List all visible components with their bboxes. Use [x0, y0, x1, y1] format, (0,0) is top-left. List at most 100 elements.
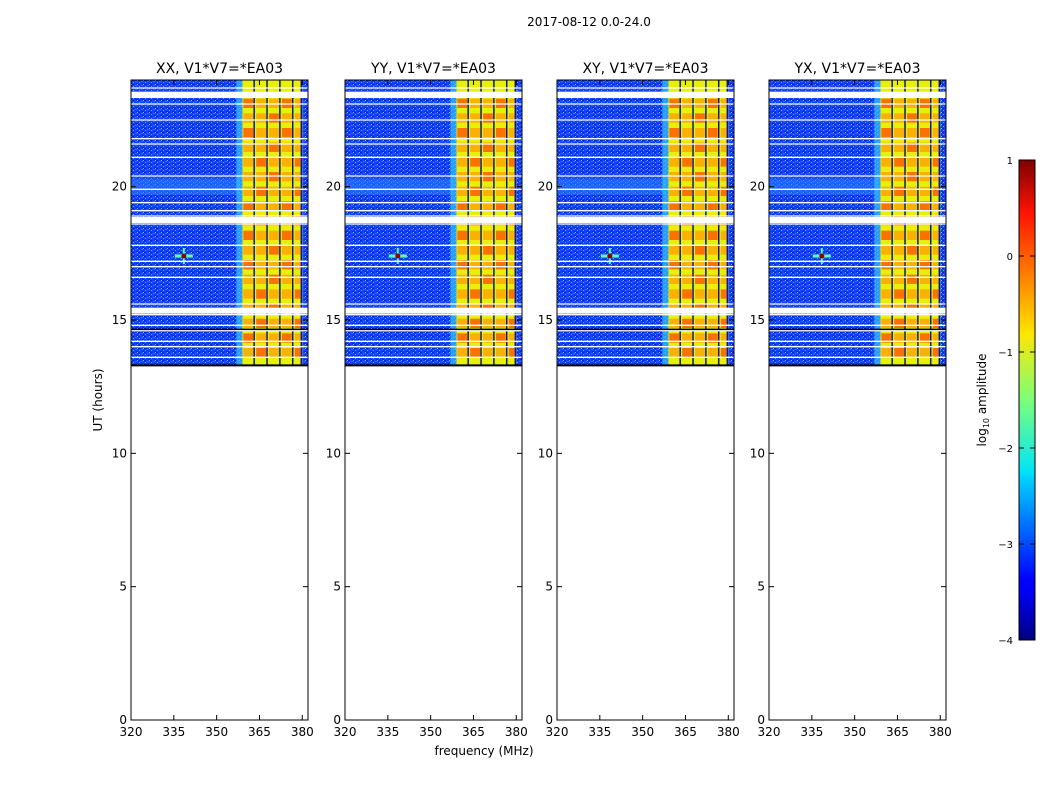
flag-row-thick	[131, 217, 308, 223]
rfi-cell	[281, 98, 292, 108]
rfi-cell	[281, 318, 292, 328]
rfi-cell	[483, 230, 493, 240]
rfi-cell	[495, 172, 506, 182]
rfi-cell	[243, 201, 254, 211]
rfi-spike-core	[607, 253, 613, 259]
rfi-cell	[894, 318, 905, 328]
rfi-cell	[256, 142, 267, 152]
panel-title: YX, V1*V7=*EA03	[794, 61, 921, 77]
rfi-cell	[269, 245, 279, 255]
rfi-cell	[281, 142, 292, 152]
rfi-cell	[269, 113, 279, 123]
rfi-spike-core	[819, 253, 825, 259]
rfi-spike-core	[395, 253, 401, 259]
y-tick-label: 20	[112, 180, 127, 194]
rfi-cell	[707, 289, 718, 299]
rfi-cell	[269, 333, 279, 343]
rfi-cell	[695, 348, 705, 358]
rfi-cell	[495, 113, 506, 123]
rfi-cell	[881, 157, 892, 167]
rfi-cell	[457, 142, 468, 152]
flag-row-thick	[557, 91, 734, 98]
rfi-cell	[669, 98, 680, 108]
rfi-cell	[281, 113, 292, 123]
rfi-cell	[457, 260, 468, 270]
x-tick-label: 320	[334, 725, 357, 739]
rfi-cell	[256, 201, 267, 211]
y-tick-label: 5	[119, 580, 127, 594]
flag-row-thick	[769, 307, 946, 314]
rfi-cell	[281, 274, 292, 284]
rfi-cell	[269, 157, 279, 167]
rfi-cell	[707, 318, 718, 328]
y-tick-label: 0	[119, 713, 127, 727]
x-tick-label: 320	[120, 725, 143, 739]
rfi-cell	[932, 128, 939, 138]
rfi-cell	[695, 274, 705, 284]
rfi-cell	[707, 333, 718, 343]
rfi-cell	[682, 186, 693, 196]
y-tick-label: 10	[538, 446, 553, 460]
rfi-cell	[269, 201, 279, 211]
flag-row-thick	[131, 91, 308, 98]
rfi-cell	[457, 274, 468, 284]
rfi-cell	[720, 186, 727, 196]
x-tick-label: 365	[462, 725, 485, 739]
rfi-cell	[894, 157, 905, 167]
y-tick-label: 10	[326, 446, 341, 460]
rfi-cell	[919, 172, 930, 182]
rfi-cell	[483, 333, 493, 343]
rfi-cell	[470, 245, 481, 255]
rfi-cell	[470, 289, 481, 299]
rfi-cell	[894, 142, 905, 152]
rfi-cell	[256, 245, 267, 255]
x-tick-label: 320	[758, 725, 781, 739]
rfi-cell	[508, 98, 515, 108]
y-tick-label: 0	[545, 713, 553, 727]
rfi-cell	[457, 230, 468, 240]
colorbar-tick-label: −1	[998, 348, 1013, 359]
rfi-cell	[919, 142, 930, 152]
rfi-cell	[695, 230, 705, 240]
rfi-cell	[495, 245, 506, 255]
rfi-cell	[294, 157, 301, 167]
flag-row-thick	[769, 217, 946, 223]
rfi-cell	[881, 274, 892, 284]
flag-row-thick	[345, 217, 522, 223]
x-tick-label: 335	[800, 725, 823, 739]
rfi-cell	[907, 128, 917, 138]
rfi-cell	[508, 142, 515, 152]
panel-title: XY, V1*V7=*EA03	[583, 61, 709, 77]
rfi-cell	[669, 142, 680, 152]
rfi-cell	[932, 230, 939, 240]
rfi-cell	[294, 348, 301, 358]
axes-frame	[768, 79, 947, 721]
rfi-cell	[669, 157, 680, 167]
rfi-cell	[919, 128, 930, 138]
rfi-cell	[281, 260, 292, 270]
rfi-cell	[294, 260, 301, 270]
rfi-cell	[457, 172, 468, 182]
panel-title: YY, V1*V7=*EA03	[370, 61, 496, 77]
rfi-cell	[720, 318, 727, 328]
y-tick-label: 5	[333, 580, 341, 594]
x-tick-label: 335	[376, 725, 399, 739]
rfi-cell	[256, 172, 267, 182]
rfi-cell	[932, 260, 939, 270]
rfi-cell	[707, 230, 718, 240]
rfi-cell	[495, 289, 506, 299]
rfi-cell	[508, 128, 515, 138]
x-tick-label: 380	[929, 725, 952, 739]
rfi-cell	[281, 230, 292, 240]
rfi-cell	[907, 157, 917, 167]
rfi-cell	[919, 348, 930, 358]
rfi-cell	[894, 289, 905, 299]
rfi-cell	[256, 348, 267, 358]
rfi-cell	[483, 318, 493, 328]
axes-frame	[130, 79, 309, 721]
rfi-cell	[695, 113, 705, 123]
rfi-cell	[243, 172, 254, 182]
rfi-cell	[682, 333, 693, 343]
rfi-cell	[720, 230, 727, 240]
flag-row-thick	[345, 307, 522, 314]
